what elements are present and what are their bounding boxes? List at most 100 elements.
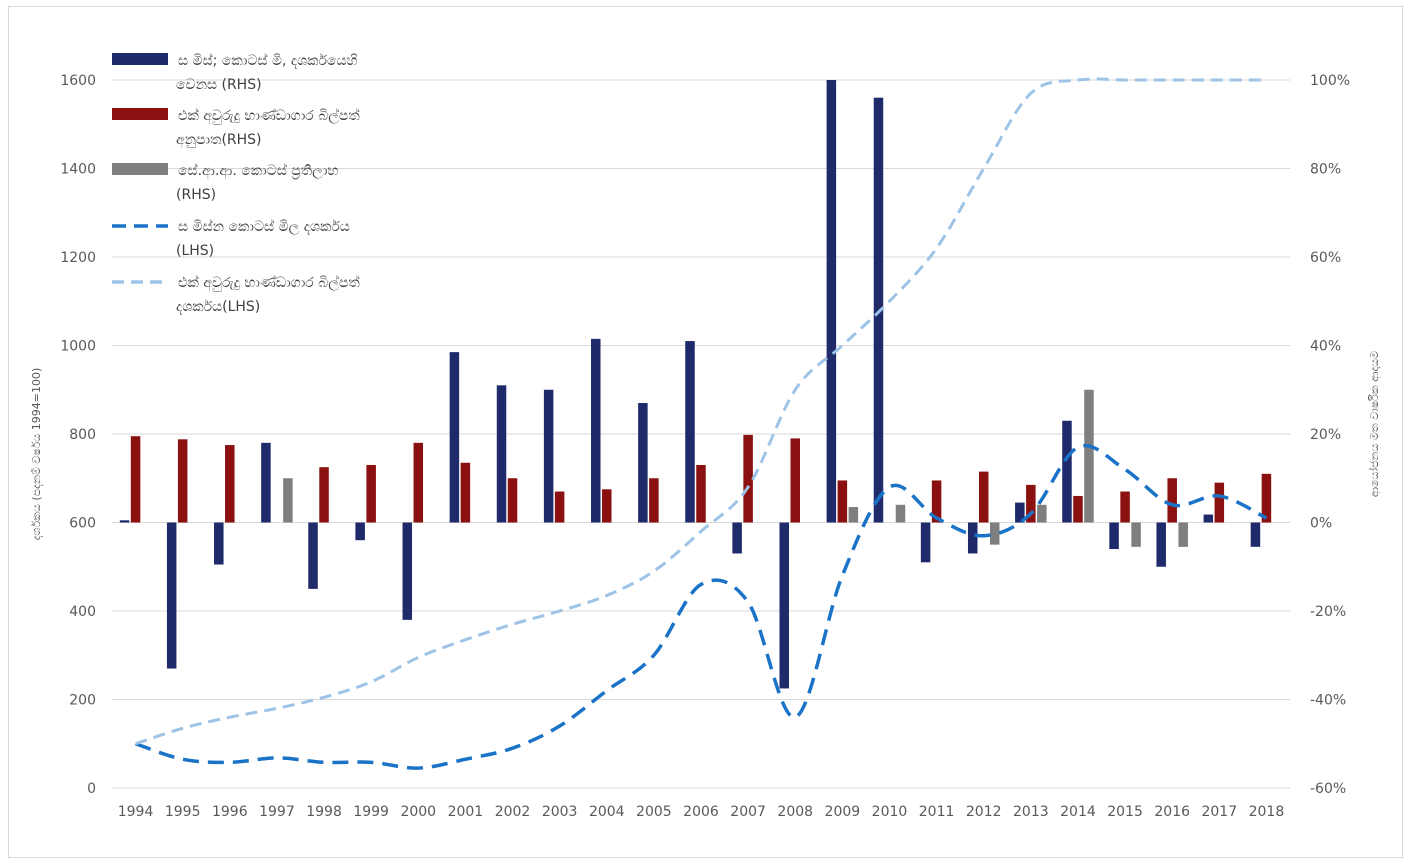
y-right-axis-title: ආයෝජනය මත වාර්ෂික ආදායම — [1367, 351, 1382, 497]
y-left-axis-title: දර්ශකය (පදනම් වර්ෂය 1994=100) — [30, 368, 43, 541]
x-tick-label: 2002 — [495, 804, 531, 820]
bar-2-1999 — [366, 464, 376, 523]
legend-label-4-line2: (LHS) — [176, 243, 214, 259]
y-left-tick-label: 200 — [69, 693, 96, 709]
y-left-tick-label: 0 — [87, 781, 96, 797]
bar-1-2006 — [685, 341, 695, 523]
bar-2-2014 — [1073, 495, 1083, 523]
bar-1-2013 — [1015, 502, 1025, 523]
bar-1-1997 — [261, 442, 271, 523]
bar-1-2007 — [732, 522, 742, 554]
line-series-1 — [135, 443, 1268, 770]
bar-2-1994 — [130, 436, 141, 523]
y-left-tick-label: 800 — [69, 427, 96, 443]
bar-2-1995 — [177, 439, 188, 523]
bar-3-2014 — [1084, 389, 1094, 523]
x-tick-label: 2009 — [825, 804, 861, 820]
legend-swatch-2 — [112, 108, 168, 120]
bar-2-2015 — [1120, 491, 1130, 523]
y-left-tick-label: 600 — [69, 516, 96, 532]
bar-2-2005 — [649, 478, 659, 523]
x-tick-label: 2004 — [589, 804, 625, 820]
bar-2-1998 — [319, 467, 329, 523]
bar-2-2018 — [1261, 473, 1272, 523]
legend-label-1-line2: වෙනස (RHS) — [176, 77, 262, 93]
bar-1-2018 — [1250, 522, 1261, 547]
bar-1-2012 — [967, 522, 978, 554]
bar-2-2016 — [1167, 478, 1177, 523]
bar-2-1996 — [225, 445, 235, 523]
y-left-tick-label: 1600 — [60, 73, 96, 89]
x-tick-label: 1998 — [306, 804, 342, 820]
x-tick-label: 1996 — [212, 804, 248, 820]
y-right-tick-label: 20% — [1310, 427, 1341, 443]
bar-2-2011 — [931, 480, 942, 523]
y-right-tick-label: 100% — [1310, 73, 1350, 89]
y-left-tick-label: 1200 — [60, 250, 96, 266]
x-tick-label: 2006 — [683, 804, 719, 820]
bar-1-1999 — [355, 522, 365, 541]
bar-2-2006 — [696, 464, 706, 523]
x-tick-label: 2014 — [1060, 804, 1096, 820]
x-tick-label: 2000 — [400, 804, 436, 820]
bar-3-2010 — [895, 504, 906, 523]
legend-swatch-1 — [112, 53, 168, 65]
x-tick-label: 2011 — [919, 804, 955, 820]
legend-label-3-line2: (RHS) — [176, 187, 216, 203]
legend-label-3-line1: සේ.ආ.ආ. කොටස් ප්‍රතිලාභ — [178, 163, 338, 180]
bar-2-2013 — [1026, 484, 1036, 523]
x-tick-label: 2005 — [636, 804, 672, 820]
bar-3-1997 — [283, 478, 293, 523]
x-tick-label: 2015 — [1107, 804, 1143, 820]
chart-frame — [8, 6, 1403, 858]
bar-2-2007 — [743, 434, 753, 523]
bar-1-2005 — [638, 403, 648, 523]
bar-1-1994 — [119, 520, 130, 523]
bar-3-2009 — [848, 507, 859, 523]
x-tick-label: 2012 — [966, 804, 1002, 820]
bar-1-2008 — [779, 522, 789, 689]
legend-label-5-line2: දශර්කය(LHS) — [176, 299, 260, 315]
bar-1-1995 — [166, 522, 177, 669]
x-tick-label: 1999 — [353, 804, 389, 820]
bar-1-2004 — [591, 338, 601, 523]
bar-2-2004 — [602, 489, 612, 523]
bar-1-2009 — [826, 80, 837, 523]
legend-label-1-line1: ස මිස්; කොටස් මි, දශර්කයෙහි — [178, 53, 358, 69]
y-right-tick-label: -60% — [1310, 781, 1346, 797]
bar-1-2000 — [402, 522, 413, 620]
bar-1-1998 — [308, 522, 318, 589]
x-tick-label: 1997 — [259, 804, 295, 820]
legend-swatch-3 — [112, 163, 168, 175]
bar-1-2015 — [1109, 522, 1119, 550]
legend-label-2-line2: අනුපාත(RHS) — [176, 132, 262, 149]
bar-3-2016 — [1178, 522, 1188, 547]
y-left-tick-label: 1000 — [60, 339, 96, 355]
x-tick-label: 2008 — [777, 804, 813, 820]
bar-1-2010 — [873, 97, 884, 523]
x-tick-label: 2018 — [1249, 804, 1285, 820]
y-right-tick-label: 40% — [1310, 339, 1341, 355]
bar-1-2014 — [1062, 420, 1072, 523]
bar-2-2003 — [554, 491, 565, 523]
x-tick-label: 2007 — [730, 804, 766, 820]
bar-1-2017 — [1203, 514, 1214, 523]
x-tick-label: 1994 — [118, 804, 154, 820]
legend-label-5-line1: එක් අවුරුදු භාණ්ඩාගාර බිල්පත් — [178, 275, 360, 292]
y-right-tick-label: -40% — [1310, 693, 1346, 709]
y-right-tick-label: 0% — [1310, 516, 1332, 532]
bar-2-2002 — [507, 478, 518, 523]
bar-2-2000 — [413, 442, 424, 523]
x-tick-label: 2016 — [1154, 804, 1190, 820]
y-left-tick-label: 1400 — [60, 162, 96, 178]
y-right-tick-label: -20% — [1310, 604, 1346, 620]
bar-1-1996 — [214, 522, 224, 565]
legend-label-2-line1: එක් අවුරුදු භාණ්ඩාගාර බිල්පත් — [178, 108, 360, 125]
bar-1-2011 — [920, 522, 931, 563]
y-right-tick-label: 60% — [1310, 250, 1341, 266]
bar-1-2002 — [496, 385, 507, 523]
x-tick-label: 2001 — [448, 804, 484, 820]
bar-2-2012 — [978, 471, 989, 523]
bar-1-2003 — [543, 389, 554, 523]
